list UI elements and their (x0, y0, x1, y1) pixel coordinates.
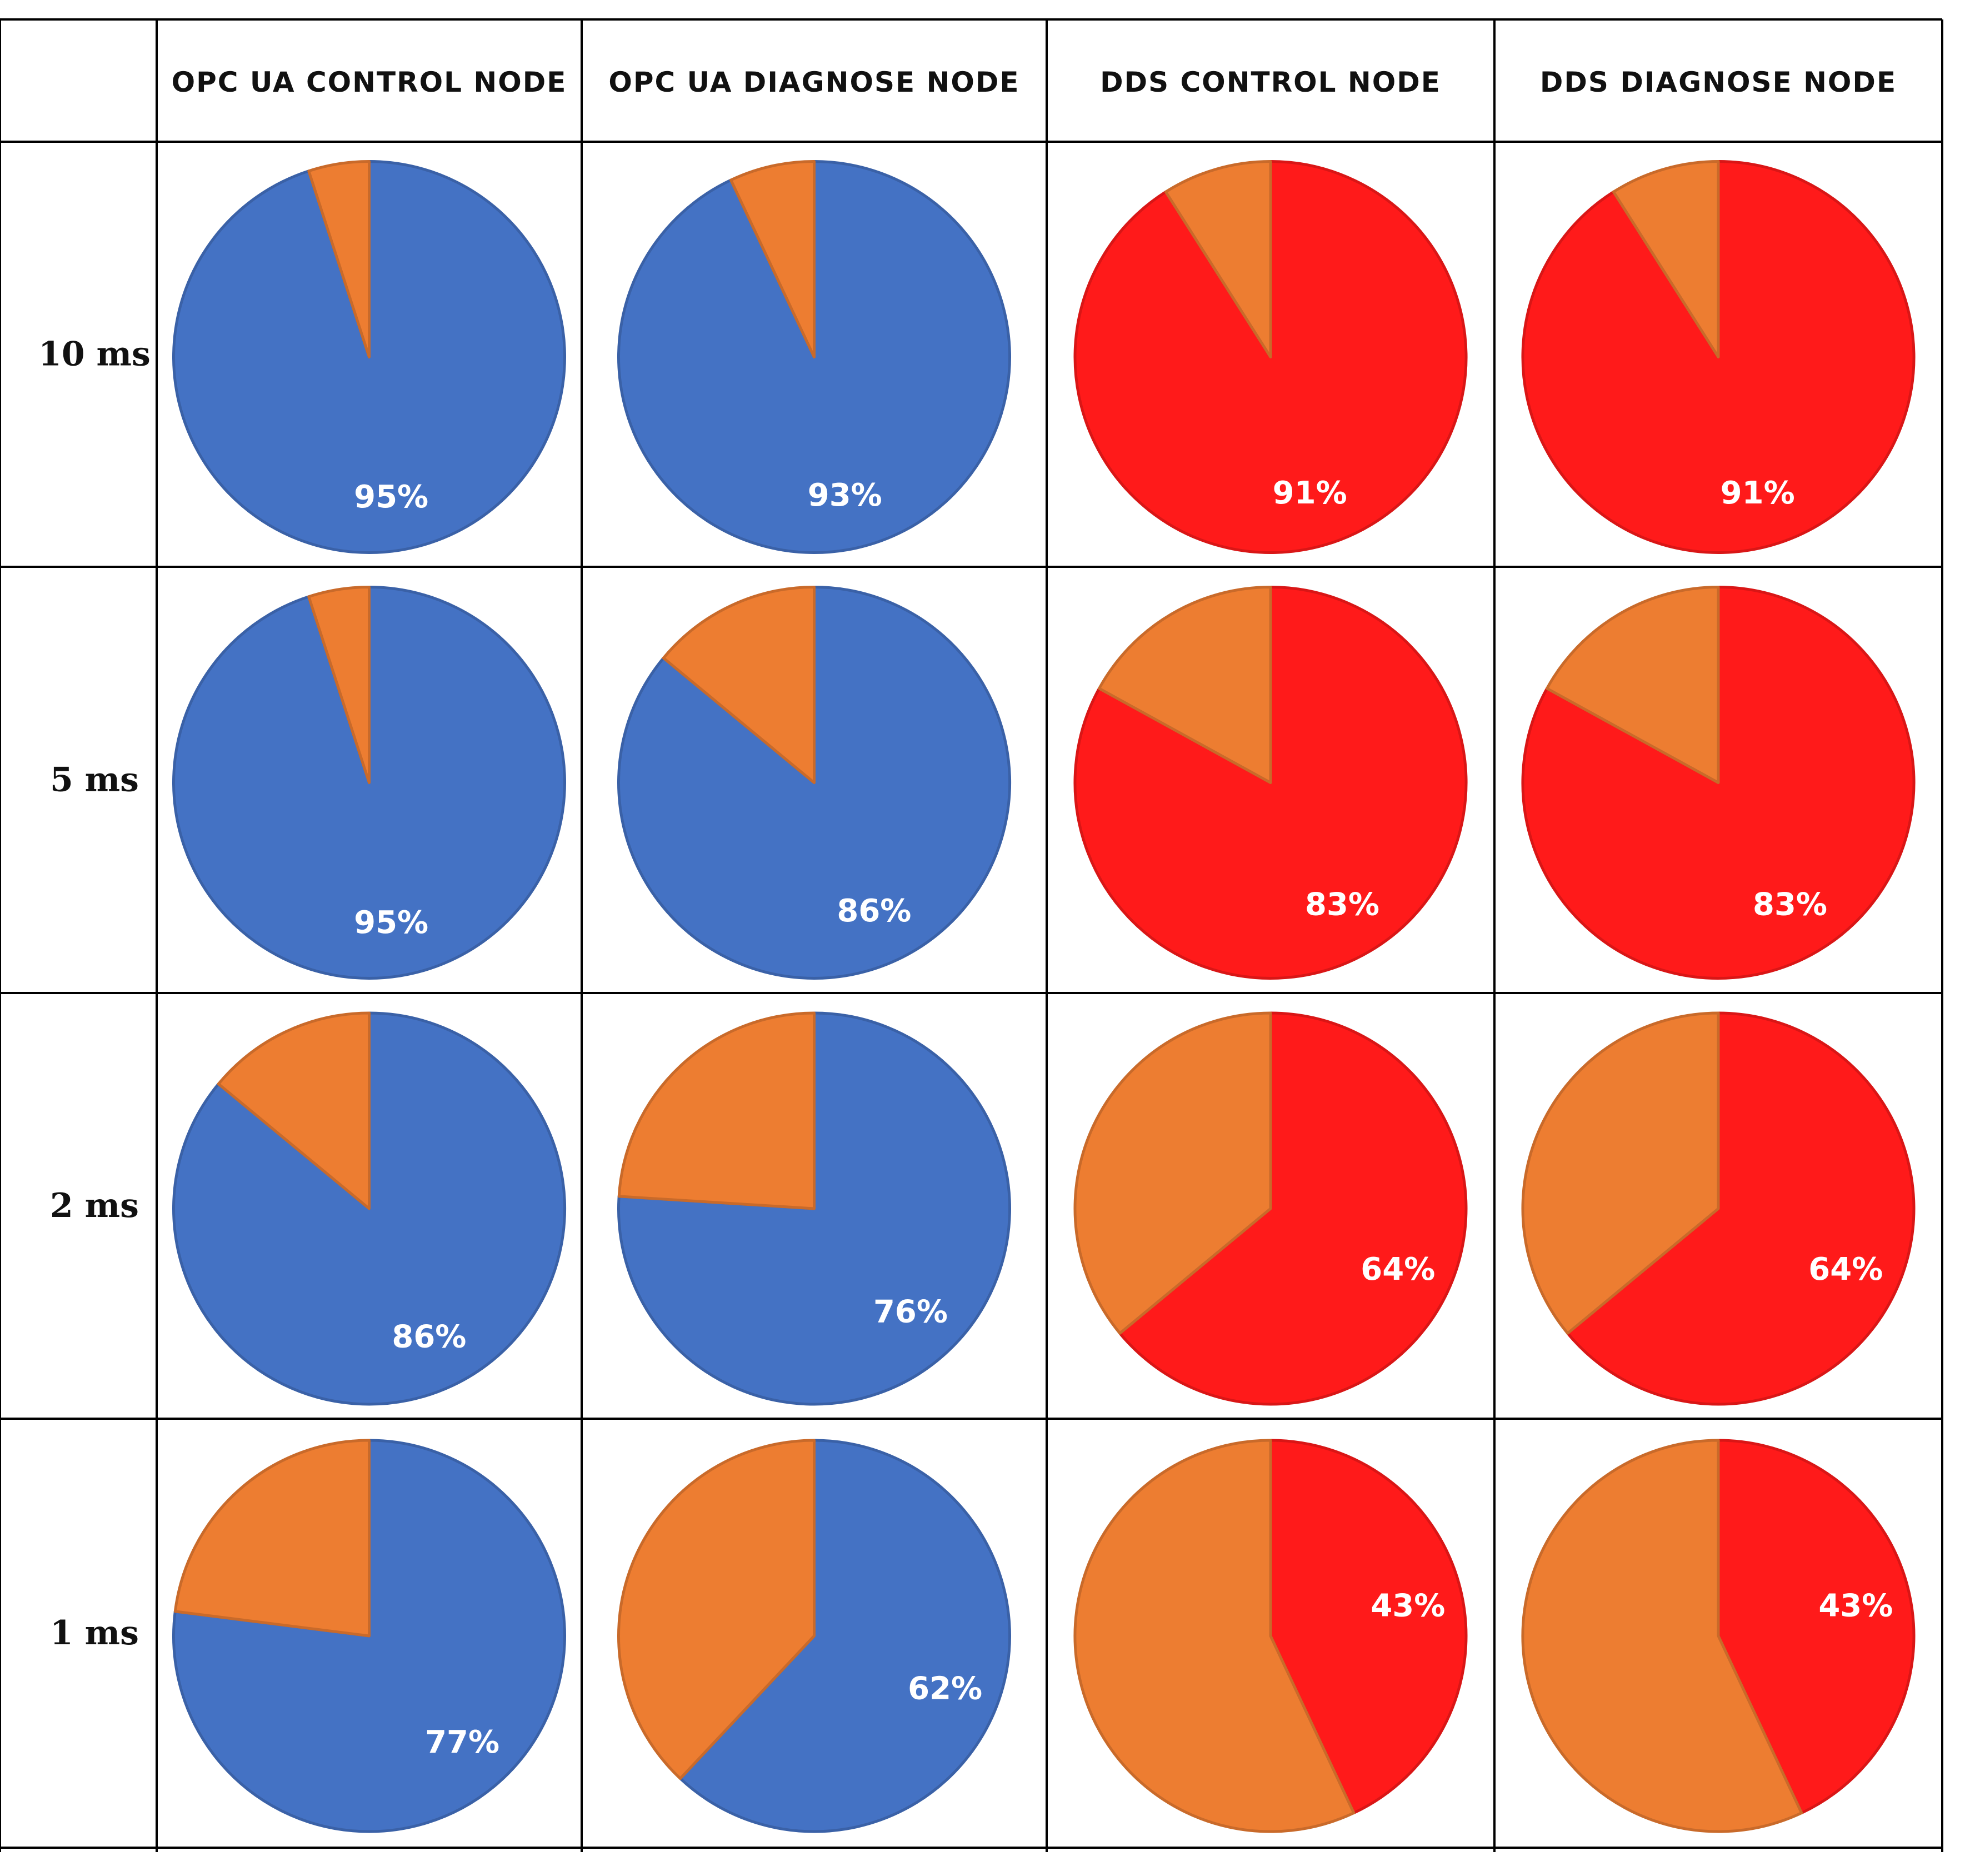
pie-data-label: 64% (1808, 1251, 1883, 1288)
pie: 64% (1521, 1011, 1916, 1406)
pie-data-label: 93% (808, 477, 882, 513)
pie-slice-remainder (662, 586, 816, 784)
pie: 64% (1073, 1011, 1468, 1406)
pie-data-label: 83% (1305, 887, 1379, 923)
column-header: OPC UA DIAGNOSE NODE (608, 66, 1019, 98)
pie: 91% (1521, 160, 1916, 554)
pie: 93% (617, 160, 1011, 554)
pie-slice-remainder (1521, 1439, 1803, 1833)
column-headers: OPC UA CONTROL NODE OPC UA DIAGNOSE NODE D… (172, 66, 1897, 98)
pie-slice-remainder (1164, 160, 1272, 358)
pie-slice-remainder (1073, 1011, 1272, 1335)
pie-slice-main (1118, 1011, 1468, 1406)
pie: 77% (172, 1439, 566, 1833)
pie-slice-remainder (307, 586, 371, 784)
pie-data-label: 43% (1371, 1588, 1445, 1624)
pie-data-label: 64% (1361, 1251, 1435, 1288)
pie-charts: 95% 93% 91% 91% 95% 86% 83% 83% 86% 76% 64% 64% 77% 6… (172, 160, 1916, 1833)
column-header: DDS DIAGNOSE NODE (1540, 66, 1897, 98)
pie-data-label: 91% (1273, 475, 1347, 511)
pie-data-label: 62% (908, 1670, 982, 1707)
pie-slice-remainder (729, 160, 816, 358)
pie: 95% (172, 160, 566, 554)
pie-slice-main (172, 1439, 566, 1833)
pie-slice-remainder (617, 1439, 816, 1780)
pie-data-label: 86% (392, 1319, 466, 1355)
pie: 76% (617, 1011, 1011, 1406)
pie-slice-remainder (1073, 1439, 1356, 1833)
pie-slice-remainder (617, 1011, 816, 1210)
pie: 83% (1521, 586, 1916, 980)
row-label: 1 ms (50, 1614, 139, 1653)
row-labels: 10 ms 5 ms 2 ms 1 ms (38, 335, 151, 1653)
pie-slice-main (1717, 1439, 1916, 1814)
pie-slice-main (679, 1439, 1011, 1833)
row-label: 2 ms (50, 1186, 139, 1225)
pie: 43% (1073, 1439, 1468, 1833)
column-header: DDS CONTROL NODE (1100, 66, 1441, 98)
pie-slice-main (1269, 1439, 1468, 1814)
pie-slice-remainder (1612, 160, 1720, 358)
pie-data-label: 83% (1753, 887, 1827, 923)
pie: 95% (172, 586, 566, 980)
pie-slice-remainder (1546, 586, 1720, 784)
pie-slice-remainder (1521, 1011, 1720, 1335)
pie-slice-remainder (173, 1439, 371, 1638)
pie: 86% (617, 586, 1011, 980)
pie-slice-remainder (217, 1011, 371, 1210)
pie-data-label: 86% (837, 893, 911, 929)
pie-data-label: 43% (1818, 1588, 1893, 1624)
row-label: 5 ms (50, 761, 139, 800)
pie: 43% (1521, 1439, 1916, 1833)
column-header: OPC UA CONTROL NODE (172, 66, 567, 98)
pie-data-label: 95% (354, 905, 428, 941)
pie: 91% (1073, 160, 1468, 554)
row-label: 10 ms (38, 335, 151, 374)
pie-slice-main (1566, 1011, 1916, 1406)
pie-data-label: 77% (425, 1724, 499, 1760)
pie: 83% (1073, 586, 1468, 980)
pie-slice-remainder (307, 160, 371, 358)
pie: 62% (617, 1439, 1011, 1833)
pie-data-label: 91% (1721, 475, 1795, 511)
pie-data-label: 95% (354, 479, 428, 515)
pie-slice-remainder (1098, 586, 1272, 784)
table-grid-lines (0, 18, 1943, 1852)
pie: 86% (172, 1011, 566, 1406)
pie-data-label: 76% (873, 1294, 948, 1330)
